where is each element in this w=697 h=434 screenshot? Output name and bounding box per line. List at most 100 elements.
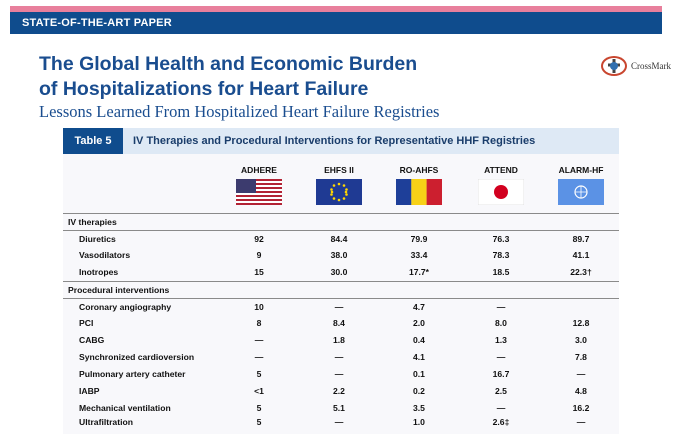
cell-ehfs: —	[334, 417, 344, 427]
row-label: Synchronized cardioversion	[79, 352, 195, 362]
section-label: IV therapies	[68, 217, 117, 227]
column-header-ehfs: EHFS II	[324, 165, 354, 175]
article-type-banner: STATE-OF-THE-ART PAPER	[10, 12, 662, 34]
cell-ro-ahfs: 79.9	[410, 234, 428, 244]
cell-ehfs: 5.1	[333, 403, 345, 413]
cell-attend: —	[496, 302, 506, 312]
cell-ro-ahfs: 3.5	[413, 403, 425, 413]
cell-alarm-hf: 3.0	[575, 335, 587, 345]
cell-alarm-hf: 89.7	[572, 234, 590, 244]
cell-ro-ahfs: 4.1	[413, 352, 425, 362]
column-header-attend: ATTEND	[484, 165, 518, 175]
cell-ro-ahfs: 17.7*	[408, 267, 430, 277]
cell-ehfs: 2.2	[333, 386, 345, 396]
cell-adhere: —	[254, 352, 264, 362]
cell-adhere: 8	[256, 318, 262, 328]
column-header-alarm-hf: ALARM-HF	[558, 165, 604, 175]
cell-ehfs: 30.0	[330, 267, 348, 277]
table-row: PCI 8 8.4 2.0 8.0 12.8	[63, 315, 619, 332]
table-row: Inotropes 15 30.0 17.7* 18.5 22.3†	[63, 264, 619, 281]
table-row: Coronary angiography 10 — 4.7 —	[63, 298, 619, 316]
cell-attend: 76.3	[492, 234, 510, 244]
cell-ro-ahfs: 0.1	[413, 369, 425, 379]
row-label: Vasodilators	[79, 250, 131, 260]
cell-ehfs: —	[334, 369, 344, 379]
table-row: Ultrafiltration 5 — 1.0 2.6‡ —	[63, 414, 619, 431]
row-label: Diuretics	[79, 234, 116, 244]
cell-adhere: 5	[256, 417, 262, 427]
cell-ehfs: 8.4	[333, 318, 345, 328]
eu-flag-icon	[316, 179, 362, 205]
table-title: IV Therapies and Procedural Intervention…	[133, 135, 536, 147]
cell-ehfs: 38.0	[330, 250, 348, 260]
crossmark-icon	[601, 56, 627, 76]
cell-ro-ahfs: 33.4	[410, 250, 428, 260]
crossmark-label: CrossMark	[631, 61, 671, 71]
cell-attend: 16.7	[492, 369, 510, 379]
table-row: IABP <1 2.2 0.2 2.5 4.8	[63, 383, 619, 400]
table-header: Table 5 IV Therapies and Procedural Inte…	[63, 128, 619, 154]
cell-ro-ahfs: 4.7	[413, 302, 425, 312]
cell-attend: 1.3	[495, 335, 507, 345]
row-label: Pulmonary artery catheter	[79, 369, 186, 379]
cell-adhere: —	[254, 335, 264, 345]
japan-flag-icon	[478, 179, 524, 205]
cell-attend: —	[496, 403, 506, 413]
article-title: The Global Health and Economic Burden of…	[39, 52, 639, 102]
un-flag-icon	[558, 179, 604, 205]
us-flag-icon	[236, 179, 282, 205]
section-row: Procedural interventions	[63, 281, 619, 299]
cell-attend: —	[496, 352, 506, 362]
table-row: Mechanical ventilation 5 5.1 3.5 — 16.2	[63, 400, 619, 417]
cell-ro-ahfs: 0.4	[413, 335, 425, 345]
cell-alarm-hf: 4.8	[575, 386, 587, 396]
row-label: Ultrafiltration	[79, 417, 133, 427]
romania-flag-icon	[396, 179, 442, 205]
top-accent-line	[10, 6, 662, 12]
cell-attend: 2.5	[495, 386, 507, 396]
row-label: Coronary angiography	[79, 302, 172, 312]
column-header-ro-ahfs: RO-AHFS	[399, 165, 439, 175]
cell-ro-ahfs: 1.0	[413, 417, 425, 427]
section-row: IV therapies	[63, 213, 619, 231]
cell-alarm-hf: 41.1	[572, 250, 590, 260]
cell-alarm-hf: 7.8	[575, 352, 587, 362]
section-label: Procedural interventions	[68, 285, 170, 295]
cell-ro-ahfs: 0.2	[413, 386, 425, 396]
cell-ehfs: —	[334, 302, 344, 312]
cell-attend: 8.0	[495, 318, 507, 328]
table-row: Pulmonary artery catheter 5 — 0.1 16.7 —	[63, 366, 619, 383]
cell-attend: 18.5	[492, 267, 510, 277]
cell-attend: 78.3	[492, 250, 510, 260]
crossmark-badge[interactable]: CrossMark	[599, 55, 671, 77]
cell-adhere: 9	[256, 250, 262, 260]
row-label: IABP	[79, 386, 100, 396]
cell-ehfs: —	[334, 352, 344, 362]
cell-adhere: <1	[254, 386, 264, 396]
cell-adhere: 10	[254, 302, 264, 312]
cell-alarm-hf: 22.3†	[570, 267, 592, 277]
table-row: CABG — 1.8 0.4 1.3 3.0	[63, 332, 619, 349]
table-label: Table 5	[63, 128, 123, 154]
cell-adhere: 15	[254, 267, 264, 277]
cell-adhere: 5	[256, 403, 262, 413]
cell-ehfs: 1.8	[333, 335, 345, 345]
column-header-adhere: ADHERE	[241, 165, 277, 175]
table-row: Synchronized cardioversion — — 4.1 — 7.8	[63, 349, 619, 366]
title-line-2: of Hospitalizations for Heart Failure	[39, 78, 369, 100]
cell-ehfs: 84.4	[330, 234, 348, 244]
cell-attend: 2.6‡	[492, 417, 510, 427]
row-label: Inotropes	[79, 267, 119, 277]
cell-alarm-hf: 12.8	[572, 318, 590, 328]
cell-adhere: 5	[256, 369, 262, 379]
article-subtitle: Lessons Learned From Hospitalized Heart …	[39, 102, 440, 121]
cell-alarm-hf: —	[576, 417, 586, 427]
cell-ro-ahfs: 2.0	[413, 318, 425, 328]
row-label: PCI	[79, 318, 94, 328]
cell-alarm-hf: 16.2	[572, 403, 590, 413]
table-row: Vasodilators 9 38.0 33.4 78.3 41.1	[63, 247, 619, 264]
cell-adhere: 92	[254, 234, 264, 244]
row-label: CABG	[79, 335, 105, 345]
title-line-1: The Global Health and Economic Burden	[39, 53, 418, 75]
cell-alarm-hf: —	[576, 369, 586, 379]
